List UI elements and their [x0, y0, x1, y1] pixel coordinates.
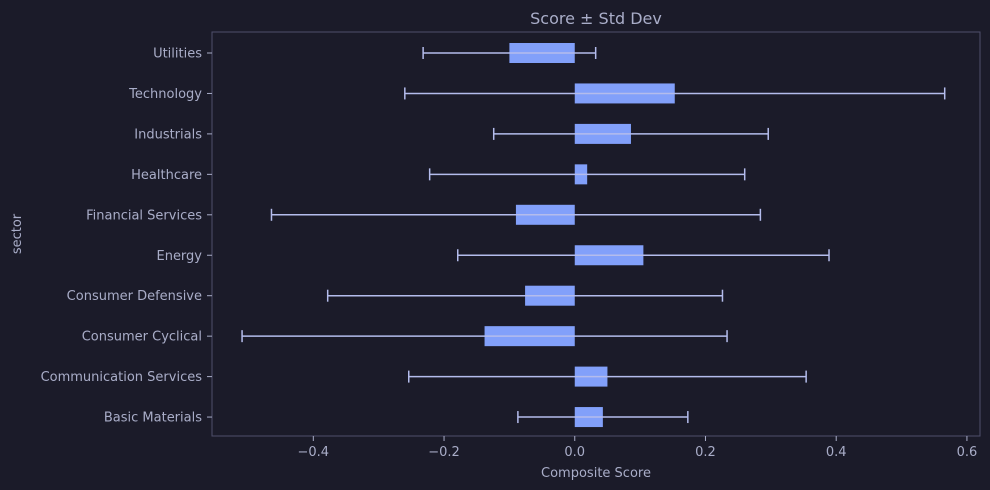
x-tick-label: 0.0 — [564, 445, 585, 460]
y-tick-label-utilities: Utilities — [153, 47, 202, 62]
y-axis: Utilities Technology Industrials Healthcare… — [41, 47, 212, 426]
plot-area — [241, 43, 946, 428]
x-tick-label: −0.2 — [428, 445, 460, 460]
y-tick-label-healthcare: Healthcare — [131, 168, 202, 183]
y-tick-label-energy: Energy — [156, 249, 202, 264]
x-tick-label: 0.2 — [695, 445, 716, 460]
y-tick-label-basic-materials: Basic Materials — [104, 411, 202, 426]
x-tick-label: −0.4 — [298, 445, 330, 460]
y-tick-label-industrials: Industrials — [134, 127, 202, 142]
x-tick-label: 0.4 — [826, 445, 847, 460]
x-tick-label: 0.6 — [957, 445, 978, 460]
y-tick-label-technology: Technology — [128, 87, 202, 102]
y-tick-label-consumer-cyclical: Consumer Cyclical — [82, 330, 202, 345]
axes-frame — [211, 31, 981, 437]
y-axis-title: sector — [10, 213, 25, 254]
x-axis: −0.4 −0.2 0.0 0.2 0.4 0.6 — [298, 436, 978, 460]
chart-title: Score ± Std Dev — [530, 9, 662, 28]
x-axis-title: Composite Score — [541, 466, 651, 481]
y-tick-label-financial-services: Financial Services — [86, 208, 202, 223]
y-tick-label-consumer-defensive: Consumer Defensive — [67, 289, 202, 304]
y-tick-label-communication-services: Communication Services — [41, 370, 203, 385]
